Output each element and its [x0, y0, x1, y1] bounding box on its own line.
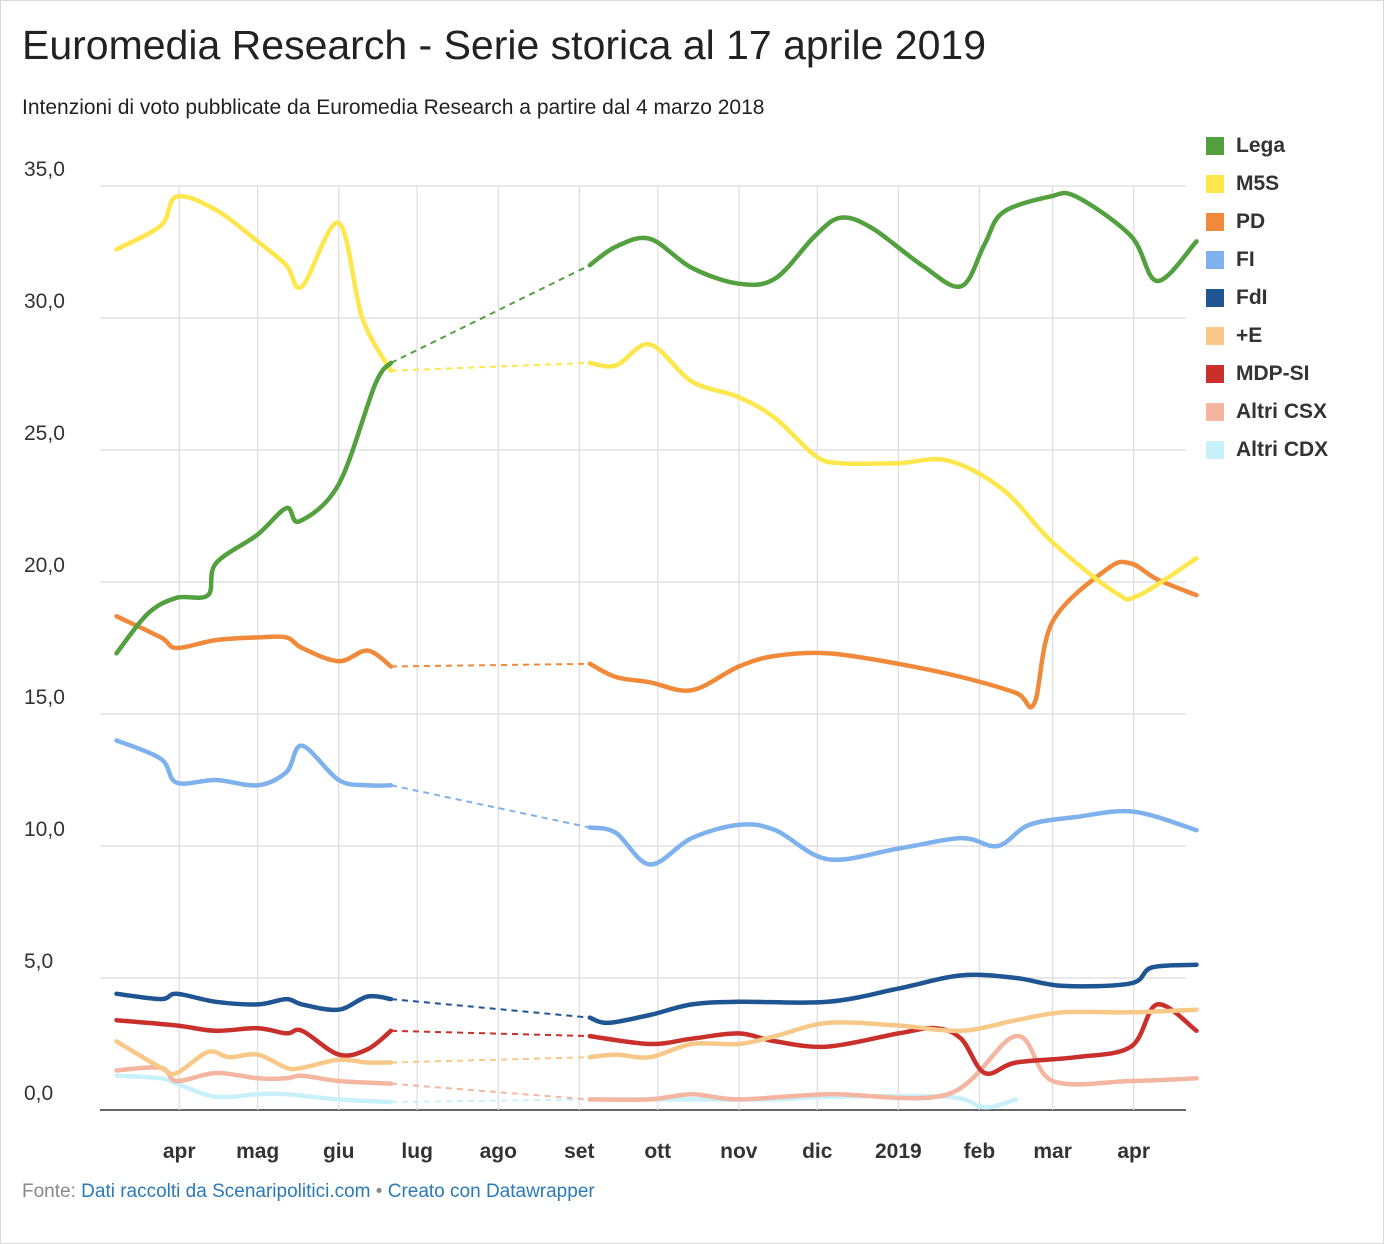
series-gap-fdi	[390, 998, 590, 1019]
series-line-fi-2018-h1	[114, 738, 394, 788]
legend-item--e: +E	[1206, 317, 1328, 355]
legend-label: Altri CDX	[1236, 438, 1329, 461]
legend-swatch	[1206, 251, 1224, 269]
series-altri-cdx	[114, 1073, 1019, 1110]
legend-label: MDP-SI	[1236, 362, 1310, 385]
x-tick-label: giu	[323, 1140, 355, 1163]
source-link[interactable]: Dati raccolti da Scenaripolitici.com	[81, 1181, 371, 1202]
legend-swatch	[1206, 365, 1224, 383]
datawrapper-link[interactable]: Creato con Datawrapper	[387, 1181, 595, 1202]
series-line-lega-2018-h2	[587, 190, 1199, 290]
legend-swatch	[1206, 403, 1224, 421]
series-gap-altri-cdx	[391, 1098, 590, 1104]
x-tick-label: 2019	[875, 1140, 922, 1163]
series-line-pd-2018-h2	[587, 559, 1199, 710]
legend: Lega M5S PD FI FdI +E MDP-SI Altri CSX Altri CDX	[1206, 127, 1328, 469]
legend-swatch	[1206, 213, 1224, 231]
x-tick-label: set	[564, 1140, 594, 1163]
grid-layer	[100, 185, 1186, 1111]
legend-item-fdi: FdI	[1206, 279, 1328, 317]
series-lines	[114, 190, 1199, 1110]
y-tick-label: 30,0	[24, 290, 65, 313]
footer-separator: •	[375, 1181, 383, 1202]
x-tick-label: ago	[480, 1140, 517, 1163]
legend-label: PD	[1236, 210, 1266, 233]
series-line-m5s-2018-h1	[114, 193, 394, 374]
y-tick-label: 15,0	[24, 686, 65, 709]
series-lega	[114, 190, 1199, 656]
legend-item-lega: Lega	[1206, 127, 1328, 165]
x-axis: apr mag giu lug ago set ott nov dic 2019 feb mar apr	[163, 1140, 1150, 1163]
x-tick-label: apr	[1117, 1140, 1150, 1163]
series-line-m5s-2018-h2	[587, 342, 1199, 602]
legend-swatch	[1206, 137, 1224, 155]
legend-swatch	[1206, 175, 1224, 193]
chart-subtitle: Intenzioni di voto pubblicate da Euromed…	[22, 96, 765, 119]
series-line-altri-csx-2018-h1	[114, 1065, 394, 1086]
series-pd	[114, 559, 1199, 710]
legend-swatch	[1206, 441, 1224, 459]
series-fdi	[114, 962, 1199, 1026]
x-tick-label: mar	[1033, 1140, 1072, 1163]
series-gap-pd	[391, 662, 590, 668]
legend-swatch	[1206, 327, 1224, 345]
series-gap-mdp-si	[391, 1029, 590, 1038]
x-tick-label: ott	[644, 1140, 671, 1163]
series-line--e-2018-h1	[114, 1039, 394, 1077]
series-gap-altri-csx	[390, 1082, 590, 1101]
x-tick-label: nov	[720, 1140, 758, 1163]
series--e	[114, 1007, 1199, 1077]
series-line-altri-cdx-2018-h1	[114, 1073, 394, 1105]
series-fi	[114, 738, 1199, 867]
series-gap-lega	[390, 264, 591, 364]
legend-item-m5s: M5S	[1206, 165, 1328, 203]
series-line-lega-2018-h1	[114, 360, 394, 656]
series-gap--e	[391, 1056, 590, 1064]
series-line-pd-2018-h1	[114, 614, 394, 669]
legend-item-altri-cdx: Altri CDX	[1206, 431, 1328, 469]
x-tick-label: apr	[163, 1140, 196, 1163]
legend-label: Lega	[1236, 134, 1286, 157]
x-tick-label: feb	[964, 1140, 996, 1163]
series-m5s	[114, 193, 1199, 602]
y-tick-label: 35,0	[24, 158, 65, 181]
legend-label: M5S	[1236, 172, 1280, 195]
series-line-altri-csx-2018-h2	[587, 1033, 1199, 1103]
legend-label: FI	[1236, 248, 1255, 271]
x-tick-label: mag	[236, 1140, 279, 1163]
y-axis: 0,0 5,0 10,0 15,0 20,0 25,0 30,0 35,0	[24, 158, 65, 1105]
x-tick-label: dic	[802, 1140, 833, 1163]
legend-swatch	[1206, 289, 1224, 307]
y-tick-label: 5,0	[24, 950, 53, 973]
series-line--e-2018-h2	[587, 1007, 1199, 1060]
legend-label: +E	[1236, 324, 1263, 347]
legend-item-altri-csx: Altri CSX	[1206, 393, 1328, 431]
legend-item-mdp-si: MDP-SI	[1206, 355, 1328, 393]
series-gap-fi	[390, 784, 590, 829]
chart-title: Euromedia Research - Serie storica al 17…	[22, 22, 987, 68]
legend-item-pd: PD	[1206, 203, 1328, 241]
y-tick-label: 20,0	[24, 554, 65, 577]
y-tick-label: 10,0	[24, 818, 65, 841]
legend-label: Altri CSX	[1236, 400, 1328, 423]
series-line-fdi-2018-h2	[587, 962, 1199, 1026]
legend-item-fi: FI	[1206, 241, 1328, 279]
series-line-fdi-2018-h1	[114, 991, 394, 1013]
series-line-mdp-si-2018-h1	[114, 1017, 394, 1058]
x-tick-label: lug	[401, 1140, 433, 1163]
series-gap-m5s	[390, 361, 590, 372]
y-tick-label: 0,0	[24, 1082, 53, 1105]
series-line-fi-2018-h2	[587, 808, 1199, 867]
y-tick-label: 25,0	[24, 422, 65, 445]
footer-prefix: Fonte:	[22, 1181, 76, 1202]
footer: Fonte: Dati raccolti da Scenaripolitici.…	[22, 1181, 595, 1203]
legend-label: FdI	[1236, 286, 1268, 309]
series-line-mdp-si-2018-h2	[587, 1002, 1199, 1077]
